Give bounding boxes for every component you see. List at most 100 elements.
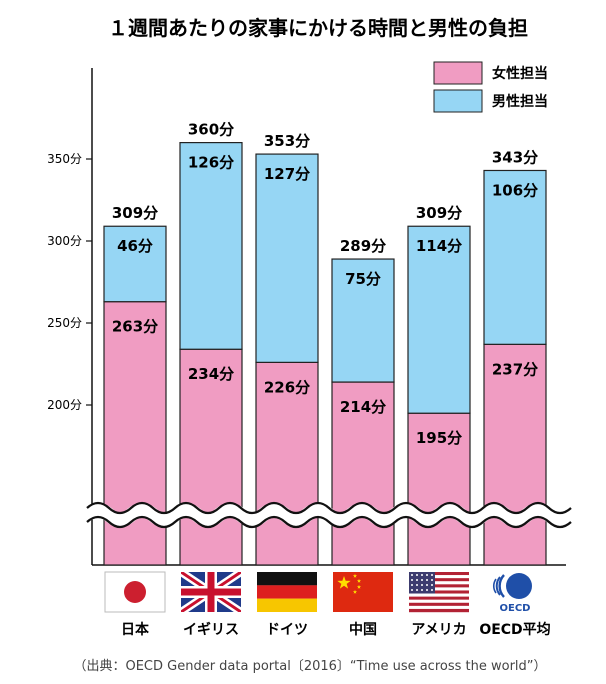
flag-small-star bbox=[356, 584, 362, 589]
flag-star bbox=[431, 579, 433, 581]
legend-label: 男性担当 bbox=[492, 93, 548, 110]
flag-star bbox=[421, 589, 423, 591]
category-label: アメリカ bbox=[411, 622, 466, 638]
flag-cross-red bbox=[181, 572, 241, 612]
flag-stripe bbox=[409, 596, 469, 600]
y-tick-label: 200分 bbox=[47, 398, 82, 412]
oecd-arc bbox=[498, 574, 505, 598]
flag-stripe bbox=[409, 584, 469, 588]
oecd-logo: OECD bbox=[492, 573, 532, 614]
bar-women bbox=[255, 361, 319, 566]
label-total: 289分 bbox=[340, 237, 386, 255]
flag-star bbox=[416, 579, 418, 581]
flag-star bbox=[426, 584, 428, 586]
flag-star bbox=[426, 579, 428, 581]
break-line-top bbox=[86, 501, 572, 515]
flag-star bbox=[411, 584, 413, 586]
flag-stripe bbox=[409, 593, 469, 597]
flag-stripe bbox=[409, 587, 469, 591]
bar-women bbox=[483, 343, 547, 566]
flag-star bbox=[431, 589, 433, 591]
label-total: 360分 bbox=[188, 121, 234, 139]
label-women: 263分 bbox=[112, 318, 158, 336]
flag-star bbox=[421, 579, 423, 581]
flag-stripe-gold bbox=[257, 598, 317, 612]
flag-star bbox=[421, 584, 423, 586]
flag-star bbox=[431, 584, 433, 586]
category-label: ドイツ bbox=[266, 622, 308, 638]
label-women: 214分 bbox=[340, 398, 386, 416]
legend-swatch bbox=[433, 89, 483, 113]
flag-star bbox=[416, 574, 418, 576]
legend-label: 女性担当 bbox=[492, 65, 548, 82]
flag-star bbox=[426, 589, 428, 591]
source-note: （出典：OECD Gender data portal〔2016〕“Time u… bbox=[73, 659, 546, 674]
bar-men bbox=[483, 169, 547, 345]
flag-small-star bbox=[352, 589, 358, 594]
flag-star bbox=[411, 574, 413, 576]
break-gap bbox=[82, 503, 576, 527]
flag-star bbox=[416, 589, 418, 591]
y-tick-label: 300分 bbox=[47, 234, 82, 248]
flag-star bbox=[426, 574, 428, 576]
label-total: 353分 bbox=[264, 132, 310, 150]
flag-stripe bbox=[409, 581, 469, 585]
category-label: イギリス bbox=[183, 621, 239, 638]
flag-stripe bbox=[409, 599, 469, 603]
china-flag bbox=[333, 572, 393, 612]
label-total: 343分 bbox=[492, 148, 538, 166]
flag-stripe-red bbox=[257, 585, 317, 599]
uk-flag bbox=[181, 572, 241, 612]
bar-men bbox=[103, 225, 167, 303]
y-tick-label: 350分 bbox=[47, 152, 82, 166]
label-men: 106分 bbox=[492, 181, 538, 199]
break-line-bottom bbox=[86, 515, 572, 529]
flag-big-star bbox=[337, 576, 351, 589]
label-women: 195分 bbox=[416, 429, 462, 447]
flag-stripe bbox=[409, 605, 469, 610]
label-men: 75分 bbox=[345, 270, 381, 288]
label-men: 127分 bbox=[264, 165, 310, 183]
germany-flag bbox=[257, 572, 317, 612]
bar-men bbox=[255, 153, 319, 363]
flag-stripe bbox=[409, 575, 469, 579]
bars: 263分 46分 309分 234分 126分 360分 226分 127分 353分 214分 7… bbox=[103, 121, 547, 566]
flag-star bbox=[421, 574, 423, 576]
oecd-arc bbox=[495, 576, 501, 596]
label-men: 46分 bbox=[117, 237, 153, 255]
label-women: 226分 bbox=[264, 378, 310, 396]
label-men: 126分 bbox=[188, 154, 234, 172]
label-total: 309分 bbox=[416, 204, 462, 222]
legend-swatch bbox=[433, 61, 483, 85]
oecd-disc bbox=[506, 573, 532, 599]
y-axis: 200分 250分 300分 350分 bbox=[47, 68, 566, 566]
flag-stripe bbox=[409, 608, 469, 613]
flag-stripe bbox=[409, 602, 469, 607]
bar-women bbox=[407, 412, 471, 566]
category-label: 中国 bbox=[349, 621, 377, 638]
bar-women bbox=[331, 381, 395, 566]
flag-star bbox=[431, 574, 433, 576]
bar-women bbox=[179, 348, 243, 566]
flag-sun bbox=[124, 581, 146, 603]
axis-break bbox=[82, 501, 576, 529]
label-women: 237分 bbox=[492, 360, 538, 378]
flag-star bbox=[411, 579, 413, 581]
oecd-arc bbox=[492, 578, 497, 594]
oecd-logo-text: OECD bbox=[500, 603, 531, 614]
y-tick-label: 250分 bbox=[47, 316, 82, 330]
flag-small-star bbox=[352, 573, 358, 578]
label-women: 234分 bbox=[188, 365, 234, 383]
flags: OECD 日本 イギリス ドイツ 中国 アメリカ OECD平均 bbox=[104, 571, 551, 638]
flag-star bbox=[416, 584, 418, 586]
flag-body bbox=[181, 572, 241, 612]
bar-men bbox=[407, 225, 471, 414]
flag-stripe bbox=[409, 578, 469, 582]
japan-flag bbox=[104, 571, 166, 613]
category-label: 日本 bbox=[121, 621, 150, 638]
flag-stripe bbox=[409, 572, 469, 576]
bar-men bbox=[331, 258, 395, 383]
flag-small-star bbox=[356, 578, 362, 583]
